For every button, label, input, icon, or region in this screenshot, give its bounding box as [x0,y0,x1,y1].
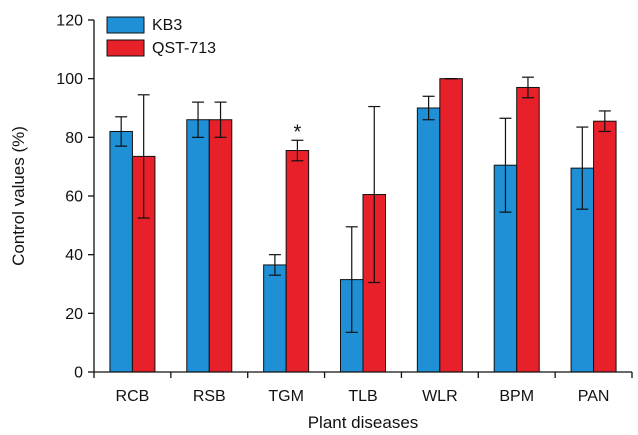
y-axis-title: Control values (%) [9,126,28,266]
legend: KB3 QST-713 [106,16,216,57]
x-tick-label: PAN [578,388,610,405]
x-tick-label: TLB [348,388,377,405]
y-tick-label: 60 [65,189,83,206]
bar-qst-713-bpm [516,86,540,373]
bar-kb3-tgm [263,264,287,373]
x-tick-label: RCB [116,388,150,405]
y-tick-label: 0 [74,365,83,382]
y-tick-label: 80 [65,130,83,147]
x-tick-label: RSB [193,388,226,405]
bars-group [109,78,617,373]
x-axis-title: Plant diseases [308,413,419,432]
x-tick-label: BPM [499,388,534,405]
annotations-group: * [293,121,301,143]
bar-qst-713-wlr [439,78,463,373]
x-tick-label: TGM [268,388,304,405]
x-tick-label: WLR [422,388,458,405]
legend-label: QST-713 [152,40,216,57]
y-tick-label: 40 [65,247,83,264]
bar-kb3-wlr [416,107,441,373]
bar-kb3-rcb [109,130,133,373]
significance-marker: * [293,121,301,143]
y-tick-label: 100 [56,71,83,88]
bar-qst-713-pan [593,120,617,373]
error-bars-group [115,76,611,333]
x-ticks-group: RCB RSB TGM TLB WLR BPM PAN [93,372,633,405]
y-tick-label: 20 [65,306,83,323]
y-ticks-group: 0 20 40 60 80 100 120 [56,13,94,382]
legend-swatch-qst-713 [106,39,145,57]
bar-qst-713-tgm [285,150,310,373]
bar-qst-713-rsb [208,119,233,373]
y-tick-label: 120 [56,13,83,30]
legend-swatch-kb3 [106,16,145,34]
legend-label: KB3 [152,17,182,34]
bar-kb3-rsb [186,119,210,373]
